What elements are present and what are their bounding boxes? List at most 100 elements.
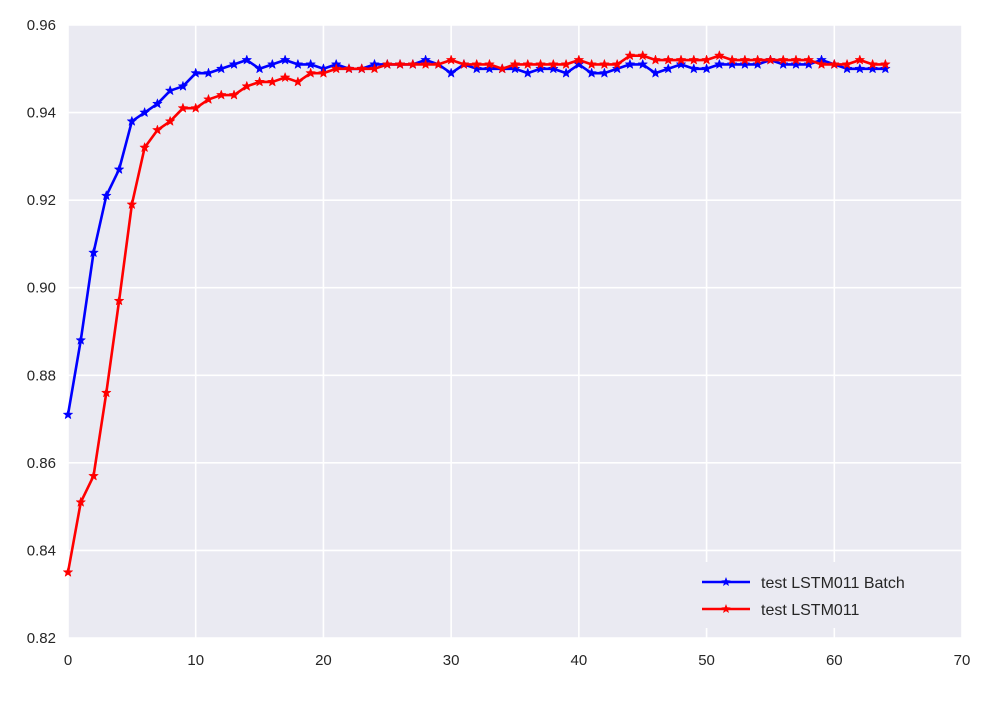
y-tick-label: 0.86 <box>27 455 56 472</box>
data-point <box>113 295 125 306</box>
data-point <box>369 63 380 74</box>
data-point <box>203 67 214 78</box>
legend-background <box>692 562 954 628</box>
data-point <box>662 54 674 65</box>
data-point <box>790 54 802 65</box>
x-tick-label: 70 <box>954 652 971 669</box>
data-point <box>688 54 700 65</box>
x-tick-label: 0 <box>64 652 72 669</box>
data-point <box>547 58 559 70</box>
data-point <box>867 63 879 74</box>
data-point <box>126 198 138 210</box>
data-point <box>688 63 700 74</box>
data-point <box>305 67 317 78</box>
x-tick-label: 50 <box>698 652 715 669</box>
data-point <box>624 49 636 61</box>
data-point <box>88 246 99 258</box>
x-tick-label: 10 <box>187 652 204 669</box>
data-point <box>266 58 278 70</box>
data-point <box>62 566 74 577</box>
data-point <box>126 115 138 126</box>
data-point <box>662 63 674 74</box>
data-point <box>650 54 661 65</box>
data-point <box>598 58 610 70</box>
data-point <box>254 63 266 74</box>
data-point <box>509 58 521 70</box>
data-point <box>637 49 649 61</box>
data-point <box>113 163 125 175</box>
data-point <box>790 58 802 70</box>
data-point <box>139 141 151 153</box>
data-point <box>522 58 534 70</box>
data-point <box>573 54 585 65</box>
data-point <box>343 63 355 74</box>
tick-labels: 0 10 20 30 40 50 60 70 0.82 0.84 0.86 0.88 0.90 0.92 0… <box>27 17 971 669</box>
data-point <box>305 58 317 70</box>
data-point <box>471 58 483 70</box>
y-tick-label: 0.96 <box>27 17 56 34</box>
data-point <box>828 58 840 70</box>
series-1 <box>62 49 891 577</box>
data-point <box>854 54 866 65</box>
data-point <box>190 102 202 113</box>
data-point <box>637 58 649 70</box>
y-tick-label: 0.90 <box>27 280 56 297</box>
data-point <box>573 58 585 70</box>
data-point <box>356 63 368 74</box>
data-point <box>177 80 189 91</box>
data-point <box>317 67 329 78</box>
data-point <box>190 67 202 78</box>
data-point <box>739 54 751 65</box>
y-tick-label: 0.94 <box>27 105 56 122</box>
legend-marker <box>721 604 731 614</box>
data-point <box>139 106 151 118</box>
legend-entry-batch: test LSTM011 Batch <box>702 575 905 592</box>
data-point <box>777 58 789 70</box>
data-point <box>598 67 610 78</box>
data-point <box>752 58 764 70</box>
legend-label-batch: test LSTM011 Batch <box>761 575 905 592</box>
data-point <box>394 58 406 70</box>
data-point <box>164 84 176 96</box>
data-point <box>650 67 661 78</box>
data-point <box>509 63 521 74</box>
data-point <box>62 408 74 420</box>
data-point <box>203 93 214 105</box>
legend-label-lstm: test LSTM011 <box>761 602 860 619</box>
data-point <box>701 54 713 65</box>
data-point <box>458 58 470 70</box>
data-point <box>701 63 713 74</box>
y-tick-label: 0.84 <box>27 542 56 559</box>
data-point <box>739 58 751 70</box>
data-point <box>241 80 253 91</box>
data-point <box>726 58 738 70</box>
data-point <box>675 54 687 65</box>
legend-marker <box>721 577 731 587</box>
data-point <box>292 76 304 87</box>
y-tick-label: 0.92 <box>27 192 56 209</box>
data-point <box>241 54 253 65</box>
data-point <box>407 58 419 70</box>
data-point <box>496 63 508 74</box>
data-point <box>854 63 866 74</box>
data-point <box>713 49 725 61</box>
data-point <box>560 67 572 78</box>
data-point <box>841 58 853 70</box>
data-point <box>215 89 227 100</box>
data-point <box>752 54 764 65</box>
data-point <box>867 58 879 70</box>
data-point <box>879 63 891 74</box>
data-point <box>177 102 189 113</box>
data-point <box>816 58 827 70</box>
data-point <box>879 58 891 70</box>
data-point <box>522 67 534 78</box>
data-point <box>292 58 304 70</box>
x-tick-label: 30 <box>443 652 460 669</box>
data-point <box>560 58 572 70</box>
data-point <box>611 58 623 70</box>
data-point <box>624 58 636 70</box>
data-point <box>75 496 87 507</box>
x-tick-label: 20 <box>315 652 332 669</box>
